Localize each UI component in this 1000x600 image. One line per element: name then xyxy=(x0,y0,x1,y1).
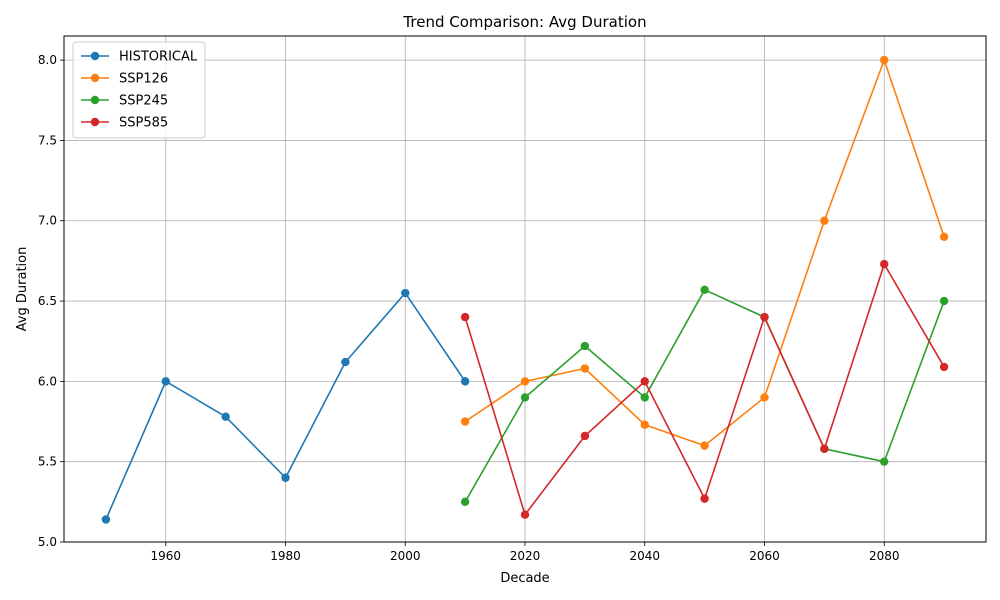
data-point-ssp245 xyxy=(520,393,530,402)
data-point-ssp245 xyxy=(880,457,889,466)
y-tick-label: 7.0 xyxy=(38,214,57,228)
x-tick-label: 2060 xyxy=(749,549,780,563)
legend-swatch-marker xyxy=(90,51,100,61)
y-axis-title: Avg Duration xyxy=(15,247,30,332)
data-point-historical xyxy=(281,473,290,482)
x-tick-label: 2020 xyxy=(510,549,541,563)
x-tick-label: 1980 xyxy=(270,549,301,563)
legend-label: HISTORICAL xyxy=(119,50,198,65)
data-point-ssp245 xyxy=(640,393,649,402)
legend-box xyxy=(72,41,206,139)
y-tick-label: 8.0 xyxy=(38,53,57,67)
data-point-historical xyxy=(221,412,230,421)
data-point-ssp585 xyxy=(580,431,590,441)
data-point-ssp126 xyxy=(640,420,649,429)
data-point-ssp126 xyxy=(520,377,530,386)
series-ssp585 xyxy=(460,259,949,519)
data-point-ssp126 xyxy=(700,441,709,450)
x-tick-label: 2080 xyxy=(869,549,900,563)
chart-title: Trend Comparison: Avg Duration xyxy=(402,13,646,31)
y-tick-label: 7.5 xyxy=(38,133,57,147)
x-tick-label: 1960 xyxy=(151,549,182,563)
legend-item-ssp245: SSP245 xyxy=(81,94,168,109)
legend-item-historical: HISTORICAL xyxy=(81,50,198,65)
legend-item-ssp585: SSP585 xyxy=(81,116,168,131)
legend-label: SSP245 xyxy=(119,94,168,109)
legend-item-ssp126: SSP126 xyxy=(81,72,168,87)
data-point-ssp245 xyxy=(700,285,709,295)
data-point-ssp585 xyxy=(939,362,949,372)
data-point-ssp126 xyxy=(880,55,889,65)
data-point-ssp126 xyxy=(820,216,829,225)
y-tick-label: 6.0 xyxy=(38,374,57,388)
data-point-historical xyxy=(161,377,170,386)
data-point-ssp585 xyxy=(760,312,769,322)
y-tick-label: 6.5 xyxy=(38,294,57,308)
data-point-ssp585 xyxy=(700,494,709,503)
data-point-ssp585 xyxy=(460,312,470,322)
series-ssp126 xyxy=(460,55,949,450)
data-point-ssp245 xyxy=(460,497,470,507)
legend-label: SSP126 xyxy=(119,72,168,87)
data-point-historical xyxy=(101,515,111,524)
data-point-ssp585 xyxy=(820,444,829,454)
data-point-ssp126 xyxy=(760,393,769,402)
legend-label: SSP585 xyxy=(119,116,168,131)
data-point-ssp126 xyxy=(580,364,590,373)
legend-swatch-marker xyxy=(90,117,100,127)
data-point-ssp585 xyxy=(520,510,530,519)
legend-swatch-marker xyxy=(90,73,100,83)
data-point-ssp585 xyxy=(640,377,649,386)
data-point-historical xyxy=(401,288,410,298)
legend-swatch-marker xyxy=(90,95,100,105)
x-tick-label: 2000 xyxy=(390,549,421,563)
data-point-ssp585 xyxy=(880,259,889,269)
y-tick-label: 5.5 xyxy=(38,455,57,469)
x-tick-label: 2040 xyxy=(629,549,660,563)
legend: HISTORICAL SSP126 SSP245 SSP585 xyxy=(72,41,206,139)
data-point-historical xyxy=(460,377,470,386)
series-layer xyxy=(101,55,949,524)
series-historical xyxy=(101,288,470,524)
data-point-ssp245 xyxy=(939,296,949,306)
y-tick-label: 5.0 xyxy=(38,535,57,549)
data-point-ssp126 xyxy=(460,417,470,426)
data-point-ssp245 xyxy=(580,341,590,351)
axis-ticks: 1960 1980 2000 2020 2040 2060 2080 5.0 5.5 6.0 6.5… xyxy=(38,53,900,563)
x-axis-title: Decade xyxy=(500,571,549,586)
data-point-historical xyxy=(341,357,350,367)
data-point-ssp126 xyxy=(939,232,949,241)
